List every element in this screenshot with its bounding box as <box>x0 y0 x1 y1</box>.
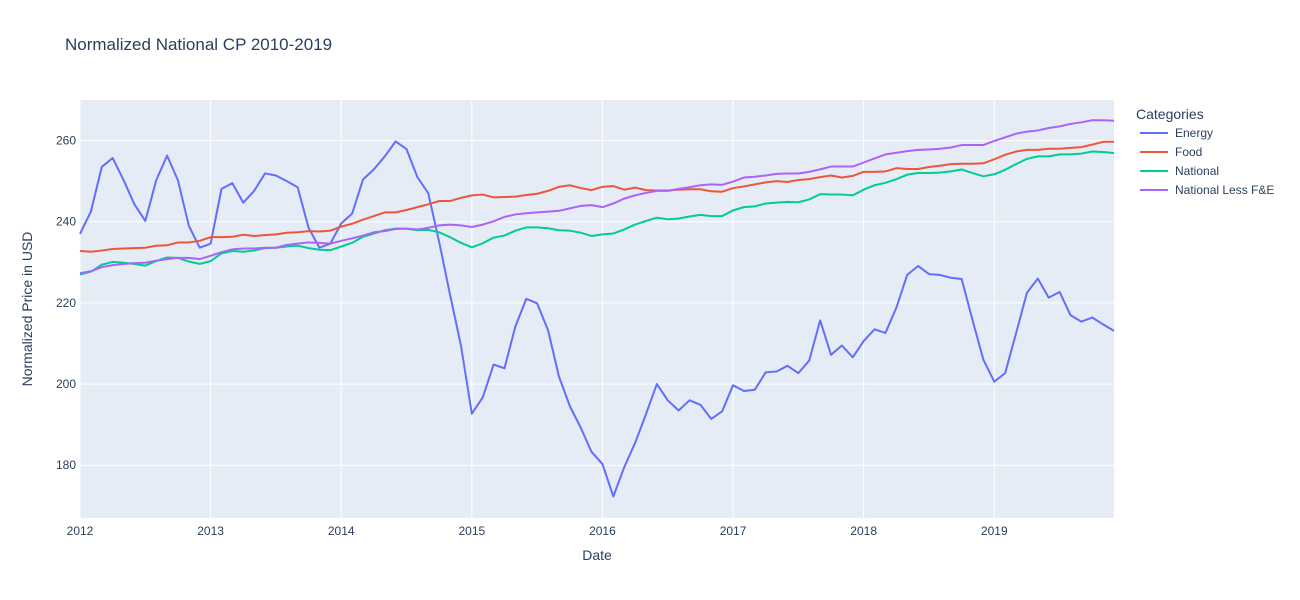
x-axis-ticks: 2012 2013 2014 2015 2016 2017 2018 2019 <box>67 524 1008 538</box>
series-line-national-less-f-e <box>79 119 1115 275</box>
series-line-national <box>79 150 1115 276</box>
x-tick-label: 2017 <box>720 524 747 538</box>
legend-item[interactable]: National Less F&E <box>1140 183 1274 197</box>
legend-label: Food <box>1175 145 1202 159</box>
x-tick-label: 2018 <box>850 524 877 538</box>
legend-item[interactable]: Food <box>1140 145 1202 159</box>
legend-label: National <box>1175 164 1219 178</box>
x-tick-label: 2014 <box>328 524 355 538</box>
y-tick-label: 240 <box>56 215 76 229</box>
x-tick-label: 2013 <box>197 524 224 538</box>
x-tick-label: 2015 <box>458 524 485 538</box>
x-tick-label: 2019 <box>981 524 1008 538</box>
legend-label: Energy <box>1175 126 1213 140</box>
plot-area <box>80 100 1114 518</box>
y-tick-label: 200 <box>56 377 76 391</box>
legend-item[interactable]: National <box>1140 164 1219 178</box>
series-lines <box>79 119 1115 498</box>
x-tick-label: 2016 <box>589 524 616 538</box>
legend-item[interactable]: Energy <box>1140 126 1213 140</box>
x-tick-label: 2012 <box>67 524 94 538</box>
x-axis-title: Date <box>582 547 612 563</box>
y-tick-label: 180 <box>56 458 76 472</box>
y-axis-title: Normalized Price in USD <box>19 232 35 387</box>
y-tick-label: 260 <box>56 134 76 148</box>
chart-title: Normalized National CP 2010-2019 <box>65 35 332 54</box>
y-axis-ticks: 180 200 220 240 260 <box>56 134 76 473</box>
legend-label: National Less F&E <box>1175 183 1274 197</box>
series-line-energy <box>79 140 1115 498</box>
series-line-food <box>79 140 1114 253</box>
y-tick-label: 220 <box>56 296 76 310</box>
legend: Categories Energy Food National National Le… <box>1136 106 1274 197</box>
gridlines <box>79 100 1114 518</box>
legend-title: Categories <box>1136 106 1204 122</box>
